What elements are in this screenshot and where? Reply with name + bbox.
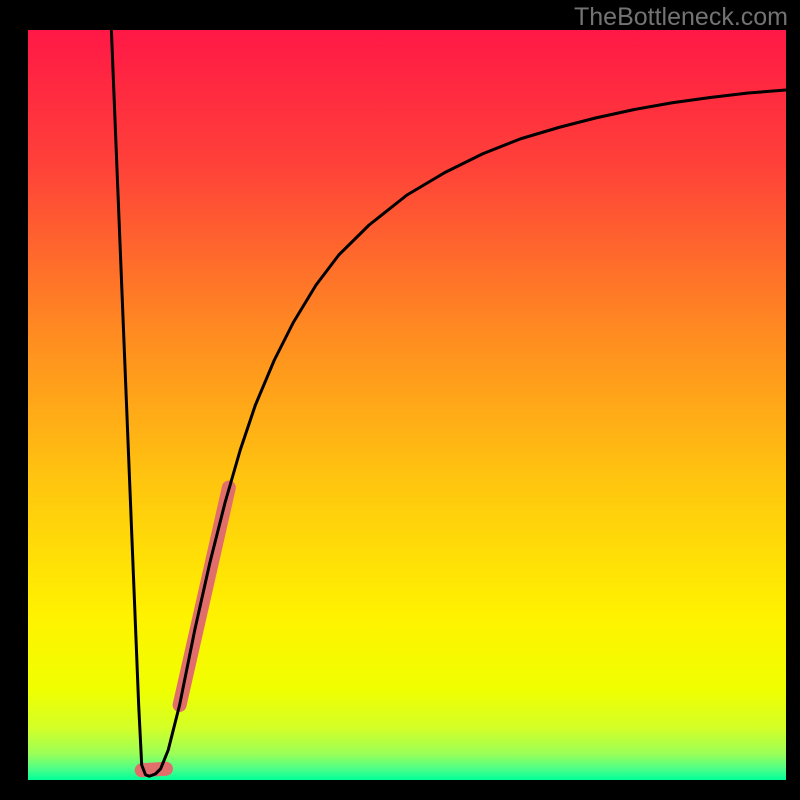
watermark-text: TheBottleneck.com [574, 3, 788, 32]
bottleneck-curve [111, 30, 786, 776]
highlight-segment [142, 769, 166, 771]
plot-area [28, 30, 786, 780]
curve-layer [28, 30, 786, 780]
chart-root: TheBottleneck.com [0, 0, 800, 800]
